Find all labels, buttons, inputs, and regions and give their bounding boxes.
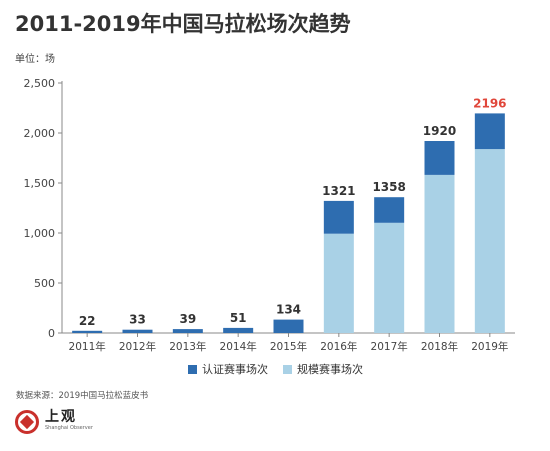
brand-logo: 上观 Shanghai Observer: [15, 410, 93, 434]
x-tick-label: 2017年: [371, 340, 408, 353]
bar-certified-segment: [273, 319, 304, 333]
bar-certified-segment: [374, 197, 405, 223]
bar-total-label: 22: [79, 314, 96, 328]
y-tick-label: 1,500: [24, 177, 56, 190]
bar-certified-segment: [223, 327, 254, 333]
bar-total-label: 1321: [322, 184, 355, 198]
bar-scale-segment: [323, 233, 354, 333]
y-tick-label: 2,000: [24, 127, 56, 140]
bar-certified-segment: [72, 330, 103, 333]
bar-total-label: 1358: [372, 180, 405, 194]
x-tick-label: 2014年: [220, 340, 257, 353]
bar-total-label: 51: [230, 311, 247, 325]
bar-total-label: 134: [276, 303, 301, 317]
bar-scale-segment: [474, 149, 505, 333]
bar-certified-segment: [424, 141, 455, 175]
x-tick-label: 2013年: [169, 340, 206, 353]
y-tick-label: 2,500: [24, 77, 56, 90]
y-tick-label: 500: [34, 277, 55, 290]
y-tick-label: 0: [48, 327, 55, 340]
bar-scale-segment: [374, 222, 405, 333]
x-tick-label: 2011年: [69, 340, 106, 353]
bar-scale-segment: [424, 174, 455, 333]
x-tick-label: 2018年: [421, 340, 458, 353]
chart-title: 2011-2019年中国马拉松场次趋势: [15, 12, 351, 36]
legend-swatch-scale: [283, 365, 292, 374]
bar-certified-segment: [122, 329, 153, 333]
bar-certified-segment: [323, 200, 354, 234]
bar-total-label: 39: [179, 312, 196, 326]
legend-label-scale: 规模赛事场次: [297, 362, 363, 376]
bar-chart: 0 500 1,000 1,500 2,000 2,500 22 2011年 33 2012年 39…: [24, 77, 515, 376]
bar-total-label: 2196: [473, 96, 506, 110]
logo-name: 上观: [45, 409, 77, 425]
x-tick-label: 2015年: [270, 340, 307, 353]
source-note: 数据来源：2019中国马拉松蓝皮书: [16, 391, 149, 401]
bar-certified-segment: [172, 329, 203, 333]
bar-total-label: 33: [129, 313, 146, 327]
x-tick-label: 2019年: [471, 340, 508, 353]
unit-label: 单位：场: [15, 54, 55, 65]
legend-label-certified: 认证赛事场次: [202, 362, 268, 376]
y-tick-label: 1,000: [24, 227, 56, 240]
logo-icon: [15, 410, 39, 434]
legend-swatch-certified: [188, 365, 197, 374]
bar-total-label: 1920: [423, 124, 456, 138]
x-tick-label: 2016年: [320, 340, 357, 353]
logo-subtitle: Shanghai Observer: [45, 425, 93, 431]
x-tick-label: 2012年: [119, 340, 156, 353]
bar-certified-segment: [474, 113, 505, 150]
